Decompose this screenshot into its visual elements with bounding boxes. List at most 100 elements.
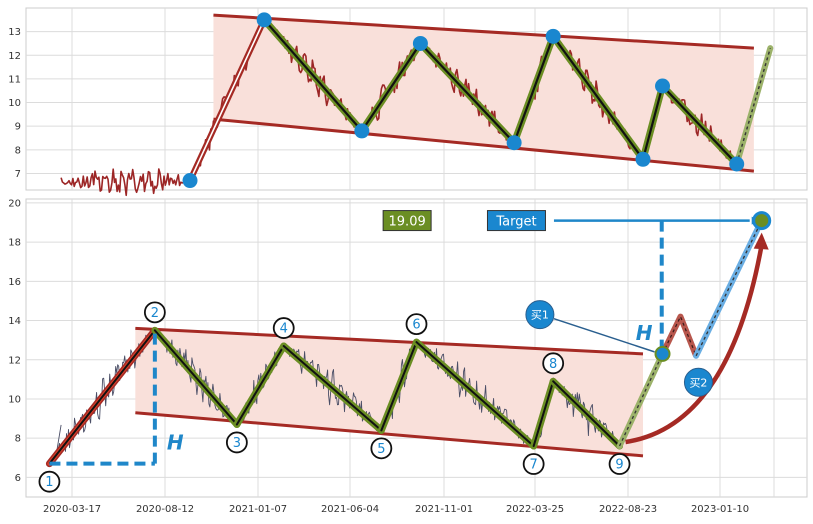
- bottom-y-tick-label: 10: [8, 394, 21, 405]
- bottom-channel-lower: [135, 411, 644, 458]
- pivot-marker-6: 6: [405, 313, 428, 336]
- target-box: [486, 210, 546, 232]
- buy2-callout-label: 买2: [689, 376, 707, 389]
- pivot-marker-label: 1: [45, 475, 53, 490]
- pivot-marker-label: 6: [412, 318, 420, 333]
- pivot-marker-label: 4: [280, 322, 288, 337]
- bottom-y-tick-label: 16: [8, 277, 21, 288]
- top-pivot-dot: [412, 35, 428, 51]
- top-zigzag-leg-core: [552, 35, 645, 161]
- bottom-channel-upper: [135, 326, 644, 356]
- top-zigzag-leg-core: [661, 84, 738, 166]
- pivot-marker-5: 5: [370, 437, 393, 460]
- bottom-x-axis: 2020-03-17 2020-08-12 2021-01-07 2021-06-04…: [43, 504, 749, 515]
- bottom-y-tick-label: 20: [8, 198, 21, 209]
- top-series: [60, 13, 755, 197]
- value-box: [382, 210, 432, 232]
- pivot-marker-7: 7: [522, 453, 545, 475]
- x-tick-label: 2022-03-25: [506, 504, 564, 515]
- buy2-to-target-dash: [695, 220, 763, 357]
- bottom-y-tick-label: 18: [8, 238, 21, 249]
- top-y-tick-label: 13: [8, 27, 21, 38]
- bottom-series: [45, 326, 644, 468]
- height-label-left: H: [167, 431, 184, 455]
- x-tick-label: 2021-11-01: [415, 504, 473, 515]
- top-pivot-dot: [655, 78, 671, 94]
- top-zigzag-leg-core: [641, 84, 664, 161]
- bottom-zigzag-leg-core: [532, 380, 555, 448]
- x-tick-label: 2021-06-04: [321, 504, 379, 515]
- top-zigzag-leg-core: [263, 18, 363, 133]
- pivot-marker-circle: [522, 453, 545, 475]
- top-pivot-dot: [506, 135, 522, 151]
- pivot-marker-4: 4: [272, 317, 295, 339]
- pivot-marker-label: 2: [151, 306, 159, 321]
- pivot-marker-circle: [38, 470, 61, 493]
- top-pivot-dot: [729, 156, 745, 172]
- bottom-y-tick-label: 6: [15, 473, 21, 484]
- top-pivot-dot: [635, 151, 651, 167]
- top-channel-upper: [213, 13, 754, 50]
- x-tick-label: 2020-08-12: [136, 504, 194, 515]
- pivot-marker-circle: [272, 317, 295, 339]
- pivot-marker-9: 9: [608, 453, 631, 475]
- bottom-y-tick-label: 8: [15, 434, 21, 445]
- bottom-y-tick-label: 12: [8, 355, 21, 366]
- x-tick-label: 2023-01-10: [691, 504, 749, 515]
- pivot-marker-circle: [225, 431, 248, 454]
- pivot-marker-circle: [405, 313, 428, 336]
- top-projection-dash: [736, 47, 771, 165]
- height-label-right: H: [636, 321, 653, 345]
- retest-hump-dash: [661, 315, 697, 357]
- pivot-marker-label: 3: [233, 436, 241, 451]
- top-channel-lower: [213, 117, 755, 173]
- bottom-channel-fill: [135, 328, 643, 456]
- pivot-marker-1: 1: [38, 470, 61, 493]
- projection-leg-dash: [618, 353, 664, 447]
- x-tick-label: 2021-01-07: [229, 504, 287, 515]
- pivot-marker-label: 9: [615, 458, 623, 473]
- breakout-arrowhead: [753, 232, 769, 250]
- buy2-callout-bubble: [683, 367, 713, 397]
- target-dot: [752, 211, 772, 231]
- top-y-tick-label: 10: [8, 98, 21, 109]
- top-zigzag-leg-core: [513, 35, 555, 144]
- target-box-label: Target: [495, 215, 536, 230]
- top-zigzag-leg-core: [360, 42, 422, 133]
- top-pivot-dot: [256, 12, 272, 28]
- buy1-callout-label: 买1: [531, 309, 549, 322]
- pivot-marker-8: 8: [542, 352, 565, 375]
- pivot-marker-label: 7: [530, 458, 538, 473]
- top-y-tick-label: 9: [15, 122, 21, 133]
- top-pivot-dot: [182, 173, 198, 189]
- pivot-marker-circle: [143, 301, 166, 324]
- buy1-callout-bubble: [525, 300, 555, 330]
- bottom-y-tick-label: 14: [8, 316, 21, 327]
- pivot-marker-2: 2: [143, 301, 166, 324]
- buy1-dot: [654, 345, 671, 362]
- top-y-tick-label: 12: [8, 51, 21, 62]
- bottom-impulse-leg-core: [48, 329, 156, 465]
- bottom-zigzag-leg-core: [282, 345, 383, 432]
- pivot-marker-label: 8: [549, 357, 557, 372]
- bottom-zigzag-leg-core: [153, 329, 238, 426]
- top-zigzag-leg-core: [419, 42, 516, 144]
- buy1-callout-line: [553, 317, 655, 353]
- pivot-marker-circle: [608, 453, 631, 475]
- value-box-label: 19.09: [389, 215, 426, 230]
- x-tick-label: 2020-03-17: [43, 504, 101, 515]
- top-y-tick-label: 7: [15, 169, 21, 180]
- x-tick-label: 2022-08-23: [599, 504, 657, 515]
- bottom-zigzag-leg-core: [380, 341, 418, 432]
- top-pivot-dot: [545, 28, 561, 44]
- top-pivot-dot: [354, 123, 370, 139]
- bottom-zigzag-leg-core: [415, 341, 535, 448]
- top-y-tick-label: 11: [8, 74, 21, 85]
- pivot-marker-3: 3: [225, 431, 248, 454]
- top-impulse-leg-inner: [189, 19, 265, 181]
- pivot-marker-label: 5: [377, 442, 385, 457]
- top-y-tick-label: 8: [15, 145, 21, 156]
- bottom-zigzag-leg-core: [235, 345, 285, 426]
